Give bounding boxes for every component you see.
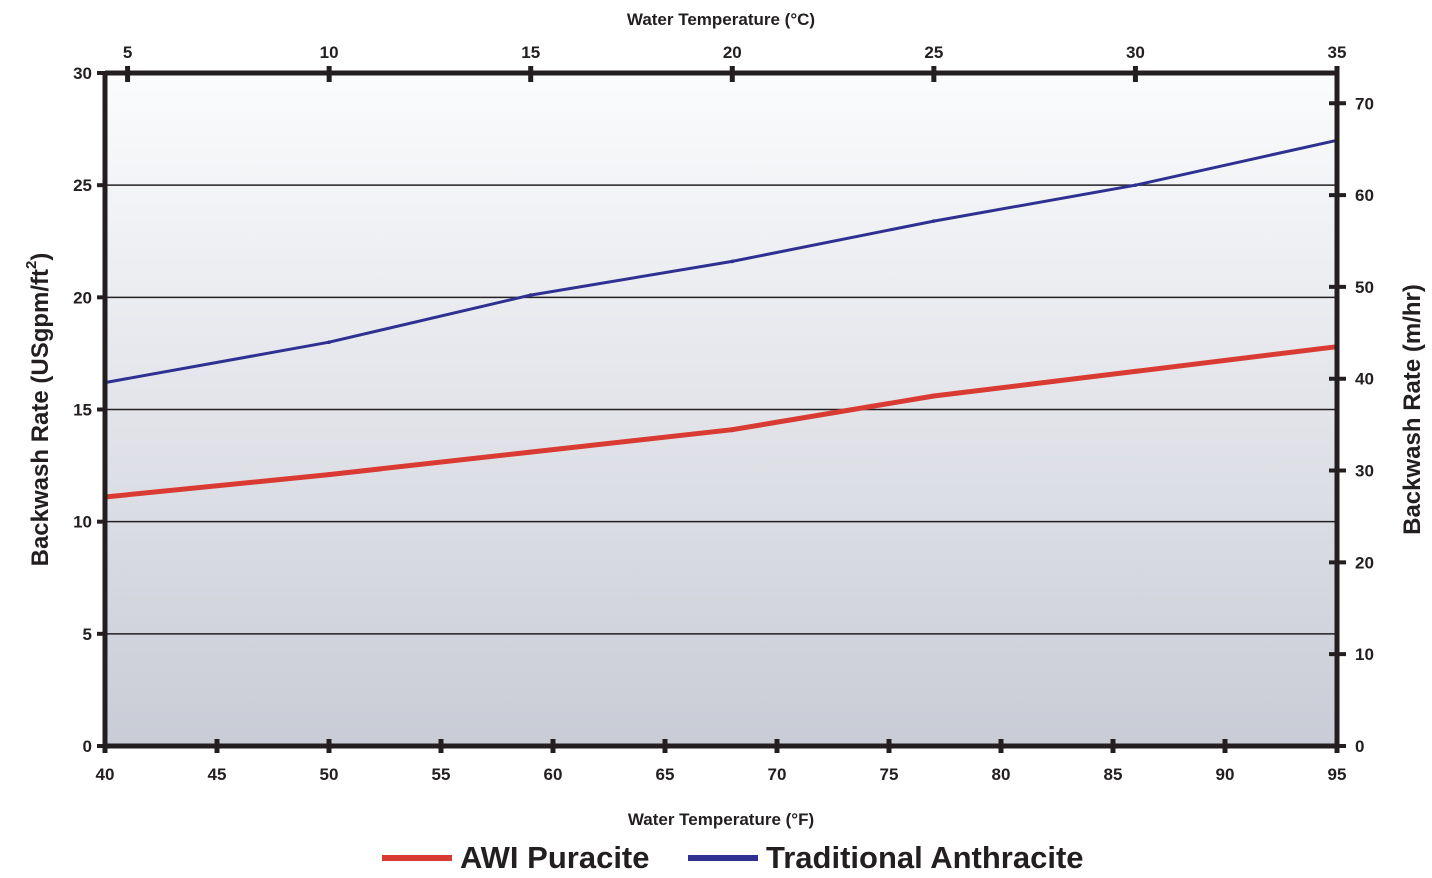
tick-label-x-bottom-65: 65 xyxy=(656,765,675,784)
tick-label-x-top-25: 25 xyxy=(924,43,943,62)
legend-swatch-awi xyxy=(382,855,452,861)
data-point-1-1 xyxy=(327,340,331,345)
tick-label-x-bottom-55: 55 xyxy=(432,765,451,784)
tick-label-y-right-50: 50 xyxy=(1355,278,1374,297)
legend-label-anthracite: Traditional Anthracite xyxy=(766,840,1084,875)
tick-label-x-bottom-50: 50 xyxy=(320,765,339,784)
tick-label-y-right-10: 10 xyxy=(1355,645,1374,664)
tick-label-x-top-5: 5 xyxy=(123,43,132,62)
legend-swatch-anthracite xyxy=(688,855,758,861)
tick-label-x-bottom-60: 60 xyxy=(544,765,563,784)
data-point-0-5 xyxy=(1132,368,1138,374)
data-point-0-4 xyxy=(931,393,937,399)
legend-item-traditional-anthracite: Traditional Anthracite xyxy=(688,838,1084,878)
tick-label-y-left-15: 15 xyxy=(73,401,92,420)
tick-label-x-top-10: 10 xyxy=(320,43,339,62)
data-point-0-2 xyxy=(528,449,534,455)
tick-label-x-bottom-40: 40 xyxy=(96,765,115,784)
tick-label-y-left-20: 20 xyxy=(73,288,92,307)
tick-label-x-bottom-70: 70 xyxy=(768,765,787,784)
legend-item-awi-puracite: AWI Puracite xyxy=(382,838,650,878)
data-point-1-3 xyxy=(730,259,734,264)
tick-label-x-top-15: 15 xyxy=(521,43,540,62)
tick-label-x-bottom-90: 90 xyxy=(1216,765,1235,784)
legend: AWI Puracite Traditional Anthracite xyxy=(0,838,1432,878)
axis-title-left: Backwash Rate (USgpm/ft2) xyxy=(23,253,54,567)
data-point-1-2 xyxy=(528,293,533,297)
axis-title-top: Water Temperature (°C) xyxy=(627,10,815,29)
tick-label-x-bottom-45: 45 xyxy=(208,765,227,784)
tick-label-y-left-10: 10 xyxy=(73,513,92,532)
data-point-0-3 xyxy=(729,427,735,433)
chart-svg: 40 45 50 55 60 65 70 75 80 85 90 95 5 10 15 20 25 30 35 0 5 1… xyxy=(23,10,1426,829)
axis-title-bottom: Water Temperature (°F) xyxy=(628,810,814,829)
tick-label-x-bottom-85: 85 xyxy=(1104,765,1123,784)
tick-label-y-right-70: 70 xyxy=(1355,94,1374,113)
tick-label-x-top-30: 30 xyxy=(1126,43,1145,62)
legend-label-awi: AWI Puracite xyxy=(460,840,650,875)
tick-label-x-bottom-80: 80 xyxy=(992,765,1011,784)
tick-label-y-left-0: 0 xyxy=(83,737,92,756)
data-point-1-4 xyxy=(932,219,936,223)
axis-title-right: Backwash Rate (m/hr) xyxy=(1399,284,1426,535)
tick-label-x-top-20: 20 xyxy=(723,43,742,62)
tick-label-x-bottom-75: 75 xyxy=(880,765,899,784)
data-point-1-5 xyxy=(1133,183,1138,187)
data-point-0-1 xyxy=(326,472,332,478)
tick-label-y-left-30: 30 xyxy=(73,64,92,83)
tick-label-y-left-25: 25 xyxy=(73,176,92,195)
tick-label-y-left-5: 5 xyxy=(83,625,92,644)
tick-label-y-right-20: 20 xyxy=(1355,553,1374,572)
tick-label-y-right-60: 60 xyxy=(1355,186,1374,205)
tick-label-y-right-40: 40 xyxy=(1355,370,1374,389)
tick-label-y-right-30: 30 xyxy=(1355,462,1374,481)
tick-label-y-right-0: 0 xyxy=(1355,737,1364,756)
tick-label-x-bottom-95: 95 xyxy=(1328,765,1347,784)
tick-label-x-top-35: 35 xyxy=(1328,43,1347,62)
